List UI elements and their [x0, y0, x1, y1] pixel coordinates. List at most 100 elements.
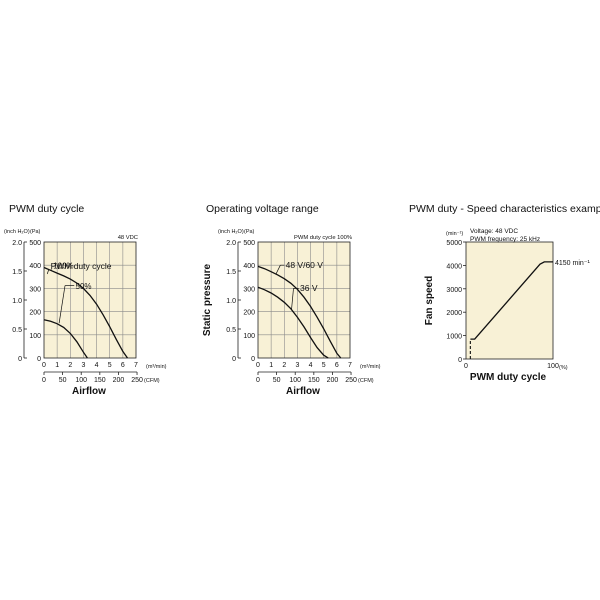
- tick-label-cfm: 100: [75, 377, 87, 384]
- tick-label-m3: 5: [322, 362, 326, 369]
- tick-label-pa: 500: [29, 240, 41, 247]
- series-line: [470, 261, 553, 340]
- leader-36v-b: [291, 288, 294, 310]
- series-line-1: [257, 286, 329, 359]
- tick-label-m3: 3: [295, 362, 299, 369]
- tick-label-pa: 100: [29, 333, 41, 340]
- plot-background: [44, 242, 136, 358]
- tick-label-m3: 2: [282, 362, 286, 369]
- tick-label-cfm: 200: [113, 377, 125, 384]
- tick-label-m3: 4: [309, 362, 313, 369]
- plot-background: [258, 242, 350, 358]
- chart-note: PWM duty cycle 100%: [294, 235, 352, 241]
- tick-label-inch: 0: [18, 356, 22, 363]
- tick-label-x: 0: [464, 363, 468, 370]
- y-unit: (min⁻¹): [446, 231, 463, 237]
- tick-label-inch: 2.0: [12, 240, 22, 247]
- x-unit-cfm: (CFM): [144, 378, 160, 384]
- tick-label-x: 100: [547, 363, 559, 370]
- x-unit: (%): [559, 365, 568, 371]
- x-unit-cfm: (CFM): [358, 378, 374, 384]
- tick-label-inch: 1.5: [12, 269, 22, 276]
- x-unit-m3: (m³/min): [146, 364, 167, 370]
- tick-label-m3: 0: [42, 362, 46, 369]
- leader-48-60v-b: [275, 265, 281, 275]
- tick-label-y: 0: [458, 357, 462, 364]
- y-unit-pa: (Pa): [244, 229, 255, 235]
- tick-label-pa: 200: [243, 310, 255, 317]
- tick-label-m3: 4: [95, 362, 99, 369]
- leader-50-b: [58, 285, 66, 324]
- tick-label-cfm: 150: [308, 377, 320, 384]
- series-line-1: [43, 319, 88, 359]
- x-unit-m3: (m³/min): [360, 364, 381, 370]
- series-line-0: [43, 266, 129, 359]
- tick-label-cfm: 250: [131, 377, 143, 384]
- chart-pwm-duty-speed: 5000 4000 3000 2000 1000 0 (min⁻¹) 0 100 (%) PWM d…: [424, 228, 590, 383]
- plot-frame: [257, 241, 351, 359]
- tick-label-inch: 0: [232, 356, 236, 363]
- tick-label-m3: 1: [269, 362, 273, 369]
- tick-label-inch: 2.0: [226, 240, 236, 247]
- tick-label-m3: 0: [256, 362, 260, 369]
- tick-label-cfm: 50: [273, 377, 281, 384]
- tick-label-y: 1000: [446, 334, 462, 341]
- tick-label-pa: 400: [243, 263, 255, 270]
- tick-label-y: 2000: [446, 310, 462, 317]
- panel-title-pwm-duty-cycle: PWM duty cycle: [9, 203, 85, 215]
- tick-label-pa: 200: [29, 310, 41, 317]
- panel-title-operating-voltage: Operating voltage range: [206, 203, 319, 215]
- tick-label-cfm: 50: [59, 377, 67, 384]
- tick-label-pa: 0: [37, 356, 41, 363]
- tick-label-pa: 300: [29, 286, 41, 293]
- y-unit-pa: (Pa): [30, 229, 41, 235]
- tick-label-y: 3000: [446, 287, 462, 294]
- callout-max-speed: 4150 min⁻¹: [555, 260, 590, 267]
- y-axis-title: Fan speed: [424, 276, 435, 325]
- series-label-48-60v: 48 V/60 V: [286, 260, 324, 270]
- tick-label-cfm: 100: [289, 377, 301, 384]
- tick-label-cfm: 0: [256, 377, 260, 384]
- series-label-36v: 36 V: [300, 283, 318, 293]
- tick-label-cfm: 200: [327, 377, 339, 384]
- tick-label-m3: 6: [121, 362, 125, 369]
- y-axis-title: Static pressure: [202, 263, 213, 336]
- tick-label-pa: 300: [243, 286, 255, 293]
- legend-title: PWM duty cycle: [51, 261, 112, 271]
- tick-label-y: 5000: [446, 240, 462, 247]
- x-axis-title: Airflow: [72, 386, 106, 397]
- tick-label-inch: 1.0: [12, 298, 22, 305]
- annotation-pwm-frequency: PWM frequency: 25 kHz: [470, 236, 540, 243]
- y-unit-inch: (inch H₂O): [4, 229, 30, 235]
- series-label-50: 50%: [76, 282, 92, 291]
- tick-label-pa: 400: [29, 263, 41, 270]
- plot-background: [465, 241, 554, 360]
- tick-label-cfm: 0: [42, 377, 46, 384]
- tick-label-pa: 100: [243, 333, 255, 340]
- tick-label-inch: 0.5: [226, 327, 236, 334]
- tick-label-m3: 7: [348, 362, 352, 369]
- tick-label-cfm: 250: [345, 377, 357, 384]
- tick-label-inch: 0.5: [12, 327, 22, 334]
- x-axis-title: PWM duty cycle: [470, 372, 547, 383]
- panel-title-pwm-speed: PWM duty - Speed characteristics example: [409, 203, 600, 215]
- annotation-voltage: Voltage: 48 VDC: [470, 228, 518, 235]
- y-unit-inch: (inch H₂O): [218, 229, 244, 235]
- tick-label-inch: 1.0: [226, 298, 236, 305]
- x-axis-title: Airflow: [286, 386, 320, 397]
- tick-label-pa: 500: [243, 240, 255, 247]
- tick-label-pa: 0: [251, 356, 255, 363]
- tick-label-m3: 1: [55, 362, 59, 369]
- tick-label-m3: 3: [81, 362, 85, 369]
- tick-label-m3: 6: [335, 362, 339, 369]
- tick-label-m3: 7: [134, 362, 138, 369]
- tick-label-cfm: 150: [94, 377, 106, 384]
- tick-label-inch: 1.5: [226, 269, 236, 276]
- plot-frame: [43, 241, 137, 359]
- leader-100-b: [46, 269, 49, 275]
- series-line-0: [257, 265, 342, 359]
- tick-label-m3: 5: [108, 362, 112, 369]
